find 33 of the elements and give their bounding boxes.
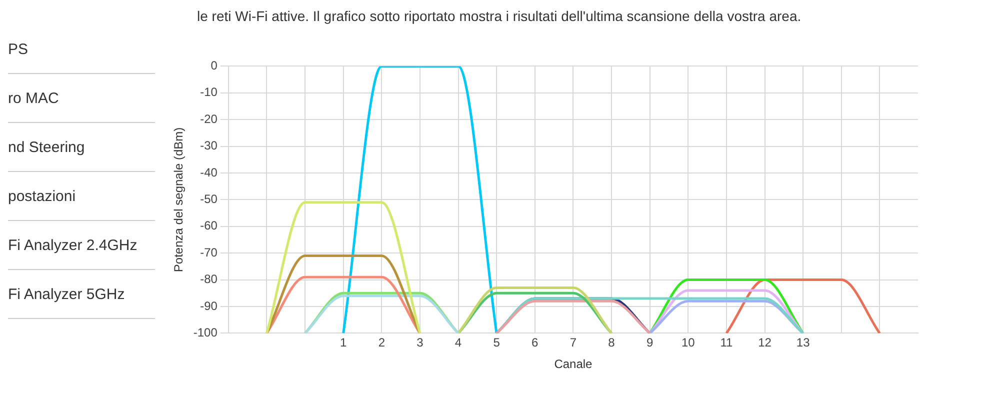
y-tick-label: -90	[200, 298, 218, 313]
x-tick-label: 13	[796, 336, 810, 350]
y-tick-label: 0	[210, 58, 218, 73]
x-tick-label: 5	[493, 336, 500, 350]
y-tick-label: -40	[200, 165, 218, 180]
y-tick-label: -30	[200, 138, 218, 153]
text: Fi Analyzer 5GHz	[8, 270, 155, 319]
x-tick-label: 9	[646, 336, 654, 350]
text: nd Steering	[8, 123, 155, 172]
y-tick-label: -20	[200, 112, 218, 126]
x-tick-label: 3	[416, 336, 424, 350]
x-tick-label: 4	[454, 336, 462, 350]
y-tick-label: -60	[200, 218, 218, 233]
text: Fi Analyzer 2.4GHz	[8, 221, 155, 270]
x-axis-title: Canale	[554, 357, 593, 372]
x-tick-label: 8	[608, 336, 616, 350]
y-axis-title: Potenza del segnale (dBm)	[172, 127, 186, 272]
text: postazioni	[8, 172, 155, 221]
y-tick-label: -80	[200, 272, 218, 286]
y-tick-label: -70	[200, 245, 218, 260]
x-tick-label: 12	[758, 336, 772, 350]
y-tick-label: -50	[200, 192, 218, 206]
x-tick-label: 7	[570, 336, 577, 350]
y-tick-label: -10	[200, 85, 218, 100]
x-tick-label: 6	[532, 336, 539, 350]
text: ro MAC	[8, 74, 155, 123]
text: PS	[8, 25, 155, 74]
y-tick-label: -100	[193, 326, 218, 340]
x-tick-label: 2	[378, 336, 386, 350]
x-tick-label: 10	[681, 336, 696, 350]
x-tick-label: 1	[340, 336, 348, 350]
x-tick-label: 11	[720, 336, 733, 350]
chart-subtitle: le reti Wi-Fi attive. Il grafico sotto riportato mostra i risultati dell'ultima scansione della vostra area.	[197, 8, 802, 24]
